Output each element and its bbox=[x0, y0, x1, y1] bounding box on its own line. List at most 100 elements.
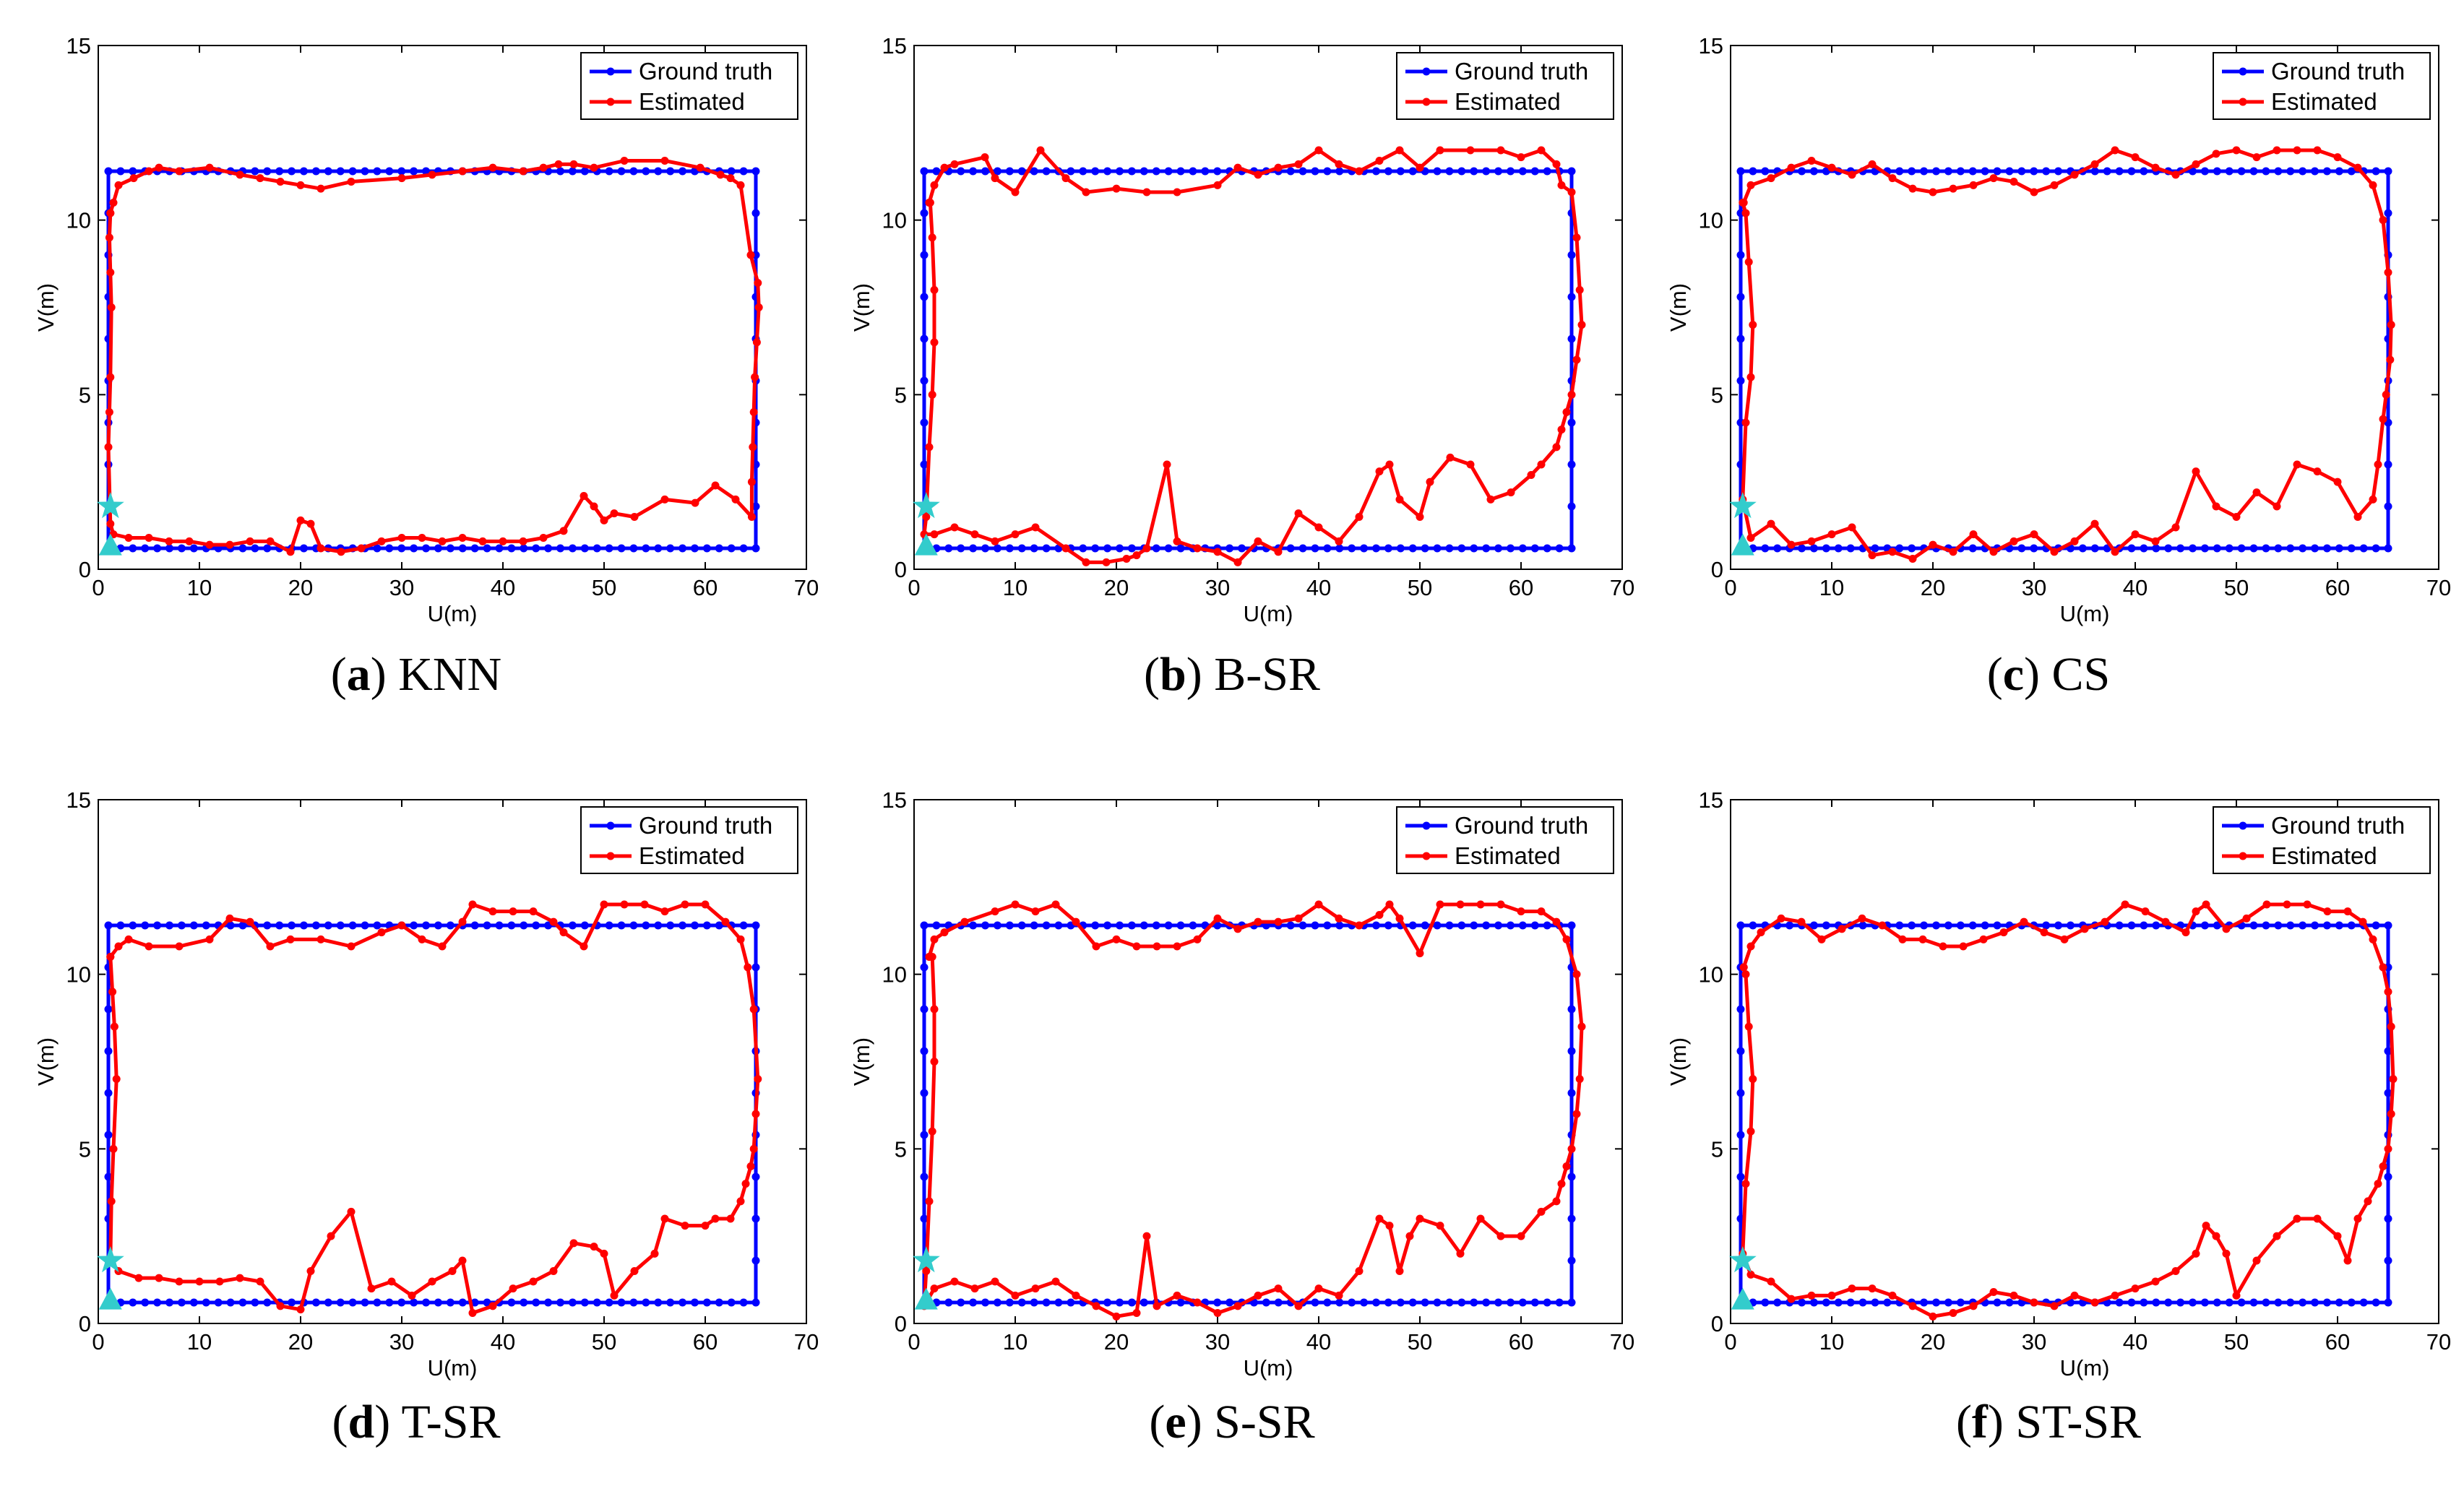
estimated-point bbox=[2171, 170, 2180, 179]
ground-truth-point bbox=[434, 544, 442, 553]
estimated-point bbox=[2070, 170, 2079, 179]
estimated-point bbox=[145, 167, 153, 176]
legend-box bbox=[1396, 52, 1614, 120]
ground-truth-point bbox=[1736, 376, 1745, 385]
estimated-point bbox=[106, 953, 115, 961]
plot-area bbox=[1730, 45, 2439, 570]
ground-truth-point bbox=[2384, 1047, 2392, 1055]
estimated-point bbox=[112, 1075, 121, 1084]
ground-truth-point bbox=[520, 921, 528, 930]
estimated-point bbox=[1082, 558, 1090, 566]
ground-truth-point bbox=[507, 921, 516, 930]
ground-truth-point bbox=[2384, 1172, 2392, 1181]
ground-truth-point bbox=[1298, 167, 1307, 176]
estimated-point bbox=[155, 163, 163, 172]
estimated-point bbox=[1072, 1291, 1080, 1300]
estimated-point bbox=[1572, 355, 1581, 364]
ground-truth-point bbox=[679, 1298, 687, 1307]
estimated-point bbox=[950, 1277, 959, 1286]
ground-truth-point bbox=[288, 1298, 296, 1307]
estimated-point bbox=[1395, 495, 1404, 504]
estimated-point bbox=[1746, 373, 1755, 381]
y-axis-label: V(m) bbox=[849, 283, 874, 332]
ground-truth-point bbox=[299, 921, 308, 930]
estimated-point bbox=[2379, 1162, 2387, 1170]
estimated-point bbox=[1335, 160, 1343, 168]
panel-caption: (a) KNN bbox=[331, 648, 501, 701]
ground-truth-point bbox=[2384, 1089, 2392, 1097]
ground-truth-point bbox=[446, 921, 455, 930]
estimated-point bbox=[509, 907, 517, 916]
estimated-point bbox=[1746, 942, 1755, 951]
ground-truth-point bbox=[1736, 921, 1745, 930]
ground-truth-point bbox=[1348, 1298, 1356, 1307]
x-axis-label: U(m) bbox=[428, 601, 478, 626]
ground-truth-point bbox=[238, 544, 247, 553]
ground-truth-point bbox=[238, 1298, 247, 1307]
estimated-point bbox=[155, 1274, 163, 1282]
estimated-point bbox=[749, 443, 757, 452]
estimated-point bbox=[1739, 199, 1747, 207]
estimated-point bbox=[145, 942, 153, 951]
ground-truth-point bbox=[1348, 544, 1356, 553]
ground-truth-point bbox=[2176, 544, 2185, 553]
ground-truth-point bbox=[932, 167, 941, 176]
panel-caption: (e) S-SR bbox=[1149, 1396, 1314, 1448]
ground-truth-point bbox=[1809, 1298, 1818, 1307]
ground-truth-point bbox=[1834, 1298, 1843, 1307]
estimated-point bbox=[1979, 935, 1988, 943]
ground-truth-point bbox=[2042, 167, 2051, 176]
ground-truth-point bbox=[1530, 921, 1539, 930]
ground-truth-point bbox=[2140, 167, 2148, 176]
x-tick-label: 50 bbox=[1408, 575, 1432, 600]
legend: Ground truth Estimated bbox=[1396, 52, 1614, 120]
ground-truth-point bbox=[2347, 167, 2356, 176]
ground-truth-point bbox=[1225, 1298, 1234, 1307]
estimated-point bbox=[1142, 1232, 1151, 1240]
x-tick-label: 40 bbox=[491, 1329, 515, 1355]
estimated-point bbox=[559, 928, 568, 937]
legend-label: Estimated bbox=[1455, 842, 1561, 869]
start-star-marker bbox=[96, 492, 124, 519]
estimated-point bbox=[1787, 1295, 1796, 1303]
estimated-point bbox=[1562, 1162, 1571, 1170]
x-tick-label: 70 bbox=[2426, 1329, 2451, 1355]
ground-truth-point bbox=[1543, 921, 1551, 930]
ground-truth-point bbox=[1079, 167, 1087, 176]
ground-truth-point bbox=[642, 544, 650, 553]
ground-truth-point bbox=[1274, 1298, 1283, 1307]
ground-truth-point bbox=[153, 1298, 162, 1307]
x-tick-label: 70 bbox=[2426, 575, 2451, 600]
estimated-point bbox=[925, 199, 934, 207]
ground-truth-point bbox=[189, 921, 198, 930]
estimated-point bbox=[1746, 1270, 1755, 1279]
caption-paren-open: ( bbox=[1956, 1396, 1972, 1448]
ground-truth-point bbox=[1494, 1298, 1503, 1307]
ground-truth-point bbox=[2127, 544, 2136, 553]
estimated-point bbox=[620, 157, 629, 165]
ground-truth-point bbox=[1445, 1298, 1454, 1307]
estimated-point bbox=[2151, 1277, 2160, 1286]
ground-truth-point bbox=[1981, 921, 1989, 930]
estimated-point bbox=[1908, 555, 1917, 563]
estimated-point bbox=[205, 163, 214, 172]
estimated-point bbox=[1375, 911, 1384, 919]
estimated-point bbox=[747, 513, 756, 521]
ground-truth-point bbox=[944, 1298, 953, 1307]
estimated-point bbox=[1562, 935, 1571, 943]
estimated-point bbox=[1496, 900, 1505, 909]
x-tick-label: 50 bbox=[592, 1329, 616, 1355]
ground-truth-point bbox=[1298, 921, 1307, 930]
estimated-point bbox=[1122, 555, 1131, 563]
estimated-point bbox=[2121, 900, 2129, 909]
ground-truth-point bbox=[1017, 544, 1026, 553]
ground-truth-point bbox=[373, 544, 382, 553]
estimated-point bbox=[1173, 1291, 1181, 1300]
ground-truth-point bbox=[727, 1298, 736, 1307]
estimated-point bbox=[1173, 942, 1181, 951]
ground-truth-point bbox=[275, 167, 284, 176]
estimated-point bbox=[1092, 942, 1100, 951]
estimated-point bbox=[539, 163, 548, 172]
ground-truth-point bbox=[993, 1298, 1001, 1307]
ground-truth-point bbox=[1140, 921, 1148, 930]
